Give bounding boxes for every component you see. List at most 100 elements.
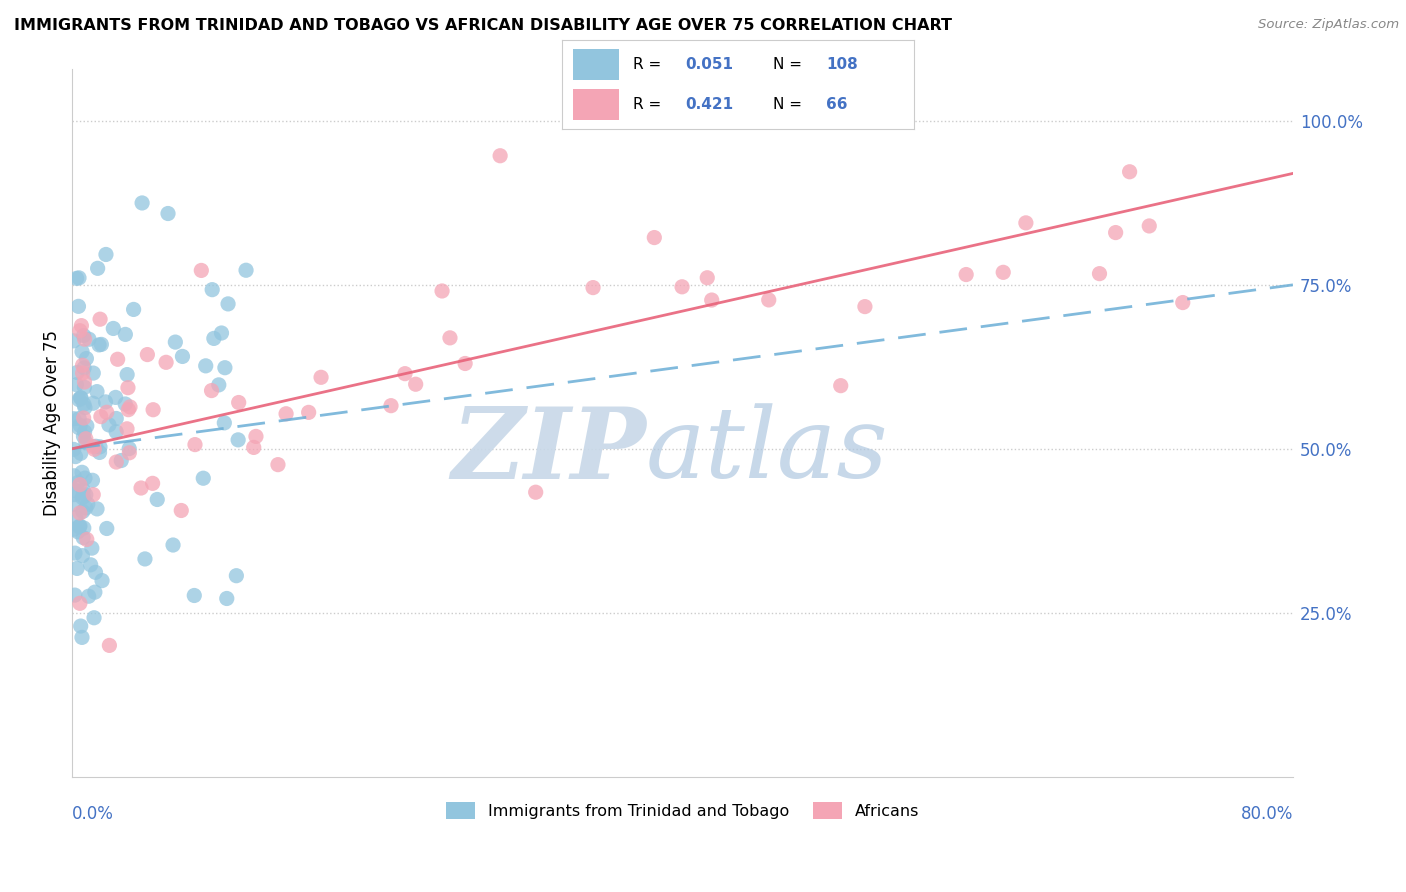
Text: 0.421: 0.421 [686, 97, 734, 112]
Point [84, 566, 107, 580]
Point [1171, 295, 1194, 310]
Point [69, 519, 91, 533]
Point [72, 531, 94, 545]
Point [65, 450, 87, 464]
Point [439, 331, 461, 345]
Point [96, 521, 118, 535]
Point [136, 348, 159, 362]
Point [830, 378, 852, 392]
Point [73, 425, 96, 439]
Point [155, 355, 177, 369]
Point [69, 619, 91, 633]
Point [298, 405, 321, 419]
Point [75, 435, 97, 450]
Point [62, 442, 84, 457]
FancyBboxPatch shape [574, 49, 619, 80]
Point [142, 476, 165, 491]
Point [76, 533, 98, 547]
Point [87, 338, 110, 352]
Point [208, 377, 231, 392]
Point [117, 381, 139, 395]
Point [170, 503, 193, 517]
Point [79, 558, 101, 572]
Point [62, 488, 84, 502]
Point [75, 500, 97, 515]
Point [1088, 267, 1111, 281]
Point [309, 370, 332, 384]
Point [65, 377, 87, 392]
Point [162, 538, 184, 552]
Point [955, 268, 977, 282]
Point [65, 510, 87, 524]
Point [72, 429, 94, 443]
Point [75, 351, 97, 366]
Point [72, 491, 94, 505]
Point [90, 337, 112, 351]
Point [76, 418, 98, 433]
Point [165, 335, 187, 350]
Point [430, 284, 453, 298]
Point [62, 497, 84, 511]
Point [172, 350, 194, 364]
Point [226, 433, 249, 447]
Point [215, 591, 238, 606]
Point [489, 149, 512, 163]
Point [72, 328, 94, 343]
Point [83, 442, 105, 457]
Point [82, 396, 104, 410]
Point [201, 283, 224, 297]
Point [696, 270, 718, 285]
Point [134, 552, 156, 566]
Point [62, 334, 84, 348]
Point [69, 506, 91, 520]
Text: atlas: atlas [645, 403, 889, 499]
Point [67, 392, 90, 407]
Point [105, 411, 128, 425]
Point [146, 492, 169, 507]
Point [72, 366, 94, 380]
Point [67, 475, 90, 490]
Point [75, 432, 97, 446]
Point [214, 360, 236, 375]
Point [89, 312, 111, 326]
Point [103, 321, 125, 335]
Point [72, 504, 94, 518]
Point [190, 263, 212, 277]
Point [1118, 165, 1140, 179]
Point [853, 300, 876, 314]
Point [73, 401, 96, 415]
Point [245, 429, 267, 443]
Point [69, 324, 91, 338]
Point [72, 549, 94, 563]
Point [69, 596, 91, 610]
Point [77, 589, 100, 603]
Point [380, 399, 402, 413]
Text: ZIP: ZIP [451, 402, 645, 500]
Point [69, 391, 91, 405]
Point [73, 380, 96, 394]
Point [77, 332, 100, 346]
Point [73, 397, 96, 411]
Point [117, 402, 139, 417]
Point [72, 483, 94, 497]
Point [1104, 226, 1126, 240]
Point [183, 589, 205, 603]
Text: Source: ZipAtlas.com: Source: ZipAtlas.com [1258, 18, 1399, 31]
Point [394, 367, 416, 381]
Point [200, 384, 222, 398]
Point [67, 411, 90, 425]
Point [91, 574, 114, 588]
Point [67, 420, 90, 434]
Point [70, 344, 93, 359]
Point [235, 263, 257, 277]
Legend: Immigrants from Trinidad and Tobago, Africans: Immigrants from Trinidad and Tobago, Afr… [440, 796, 925, 825]
Point [83, 585, 105, 599]
Point [228, 395, 250, 409]
Text: 66: 66 [827, 97, 848, 112]
Point [63, 546, 86, 560]
Text: 0.051: 0.051 [686, 57, 734, 72]
Point [72, 489, 94, 503]
Point [86, 501, 108, 516]
Point [405, 377, 427, 392]
Point [118, 442, 141, 456]
